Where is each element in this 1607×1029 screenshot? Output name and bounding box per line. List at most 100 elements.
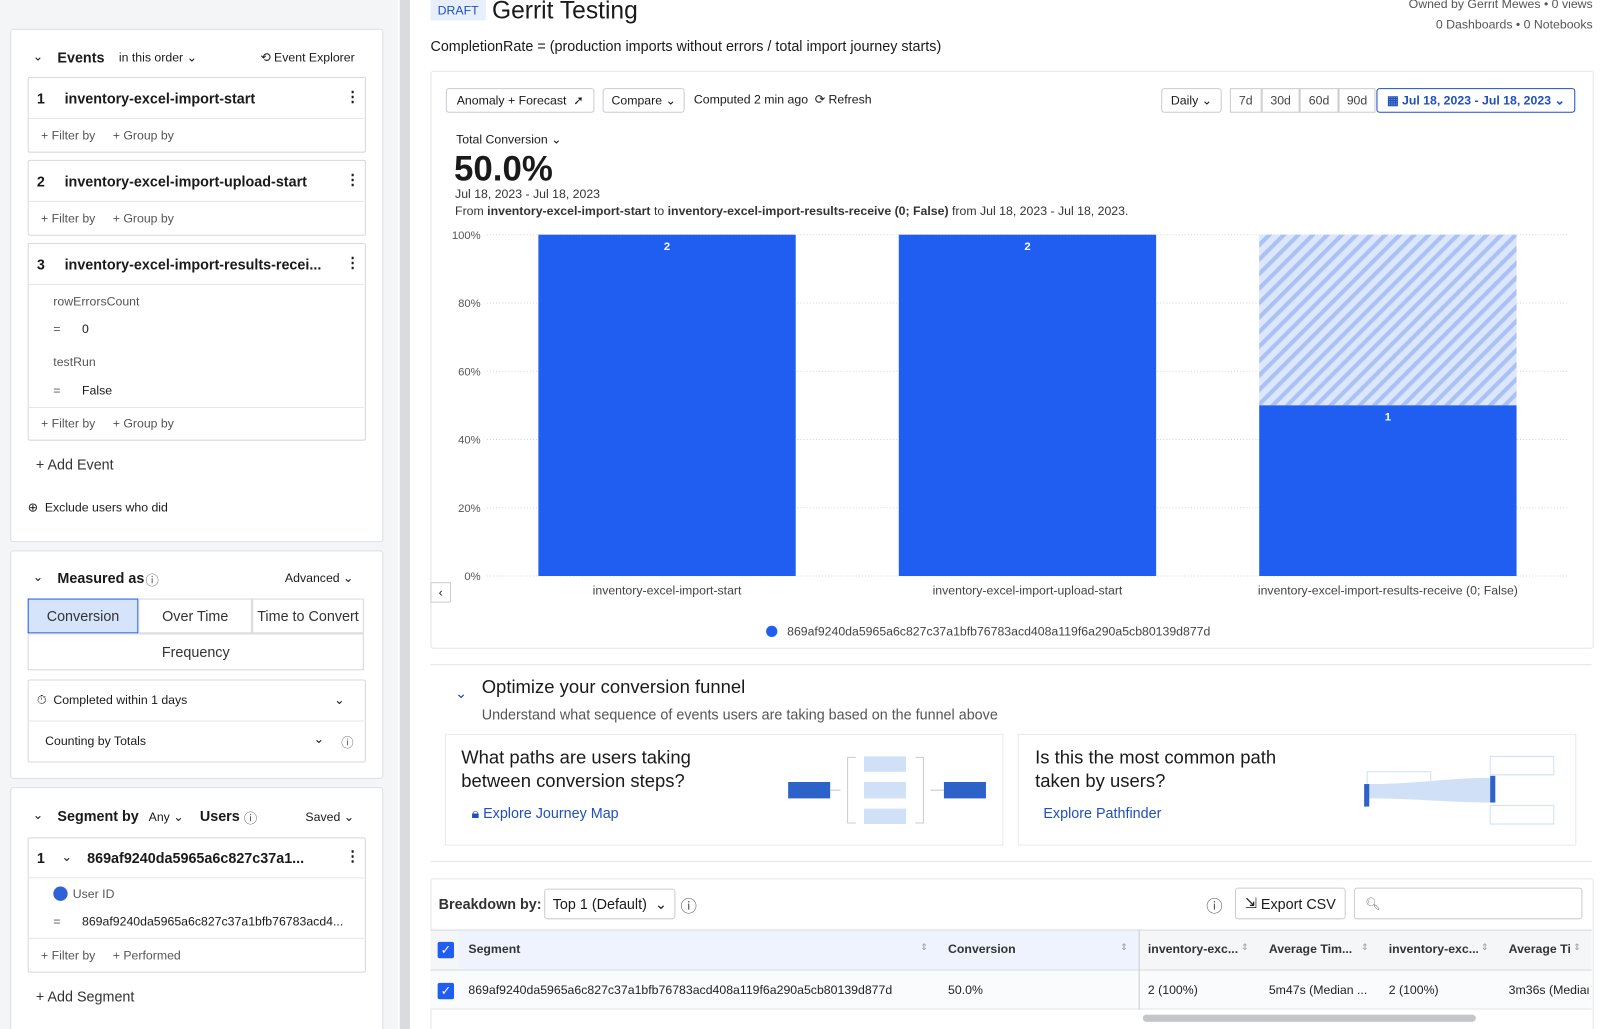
measure-tab[interactable]: Time to Convert bbox=[252, 598, 364, 634]
sort-icon[interactable]: ⇕ bbox=[1361, 941, 1369, 953]
chevron[interactable]: ⌄ bbox=[455, 684, 468, 702]
column-header[interactable]: inventory-exc... bbox=[1388, 941, 1478, 957]
group-by[interactable]: + Group by bbox=[112, 211, 174, 226]
table-head-selected bbox=[459, 930, 1139, 970]
counting[interactable]: Counting by Totals bbox=[45, 733, 147, 749]
anomaly-button[interactable]: Anomaly + Forecast ➚ bbox=[445, 88, 595, 113]
date-range: Jul 18, 2023 - Jul 18, 2023 bbox=[1401, 93, 1552, 108]
column-header[interactable]: Average Tim... bbox=[1268, 941, 1353, 957]
property-value[interactable]: 869af9240da5965a6c827c37a1bfb76783acd4..… bbox=[81, 914, 344, 929]
date-range-button[interactable]: ▦ Jul 18, 2023 - Jul 18, 2023 ⌄ bbox=[1376, 88, 1576, 113]
performed[interactable]: + Performed bbox=[112, 948, 181, 963]
insight-card[interactable] bbox=[445, 734, 1003, 845]
sort-icon[interactable]: ⇕ bbox=[920, 941, 929, 953]
compare-button[interactable]: Compare ⌄ bbox=[602, 88, 685, 113]
window[interactable]: ⏱ Completed within 1 days bbox=[36, 692, 188, 708]
range-button[interactable]: 7d bbox=[1229, 88, 1262, 113]
column-header[interactable]: Average Tim... bbox=[1508, 941, 1570, 957]
sort-icon[interactable]: ⇕ bbox=[1120, 941, 1128, 953]
breakdown-select[interactable]: Top 1 (Default) ⌄ bbox=[544, 888, 676, 920]
page-title[interactable]: Gerrit Testing bbox=[491, 0, 638, 25]
sort-icon[interactable]: ⇕ bbox=[1573, 941, 1581, 953]
info-icon[interactable]: ⓘ bbox=[243, 810, 258, 827]
column-header[interactable]: inventory-exc... bbox=[1147, 941, 1239, 957]
measure-tab[interactable]: Conversion bbox=[27, 598, 139, 634]
filter-by[interactable]: + Filter by bbox=[40, 416, 96, 431]
chevron[interactable]: ⌄ bbox=[313, 731, 324, 747]
card-link[interactable]: 🔒︎ Explore Journey Map bbox=[471, 804, 619, 821]
add-segment[interactable]: + Add Segment bbox=[35, 988, 135, 1005]
sort-icon[interactable]: ⇕ bbox=[1241, 941, 1249, 953]
menu[interactable]: ⋮ bbox=[345, 171, 360, 188]
filter-value[interactable]: 0 bbox=[81, 321, 89, 337]
card-link[interactable]: Explore Pathfinder bbox=[1043, 804, 1162, 821]
x-tick-label: inventory-excel-import-start bbox=[593, 583, 742, 597]
info-icon[interactable]: ⓘ bbox=[145, 572, 159, 589]
column-header[interactable]: Segment bbox=[468, 941, 521, 957]
chevron[interactable]: ⌄ bbox=[61, 849, 72, 864]
card-question: taken by users? bbox=[1035, 770, 1166, 792]
event-name[interactable]: inventory-excel-import-results-recei... bbox=[64, 256, 322, 273]
event-name[interactable]: inventory-excel-import-upload-start bbox=[64, 173, 307, 190]
group-by[interactable]: + Group by bbox=[112, 416, 174, 431]
event-name[interactable]: inventory-excel-import-start bbox=[64, 90, 256, 107]
filter-value[interactable]: False bbox=[81, 383, 113, 398]
refresh[interactable]: ⟳ Refresh bbox=[814, 92, 872, 107]
chevron[interactable]: ⌄ bbox=[32, 569, 44, 585]
export-button[interactable]: ⇲ Export CSV bbox=[1235, 887, 1346, 920]
scrollbar[interactable] bbox=[1142, 1014, 1476, 1022]
event-index: 1 bbox=[36, 90, 45, 107]
segment-name[interactable]: 869af9240da5965a6c827c37a1... bbox=[87, 849, 305, 867]
info-icon[interactable]: ⓘ bbox=[341, 735, 354, 751]
range-button[interactable]: 60d bbox=[1299, 88, 1339, 113]
group-by[interactable]: + Group by bbox=[112, 128, 174, 143]
event-index: 2 bbox=[36, 173, 45, 190]
chevron[interactable]: ⌄ bbox=[334, 692, 345, 708]
table-row bbox=[430, 970, 1592, 1010]
card-question: Is this the most common path bbox=[1035, 747, 1277, 768]
filter-by[interactable]: + Filter by bbox=[40, 128, 96, 143]
event-card bbox=[27, 159, 366, 236]
order-select[interactable]: in this order ⌄ bbox=[118, 50, 197, 65]
sort-icon[interactable]: ⇕ bbox=[1480, 941, 1489, 953]
vertical-rule bbox=[1138, 929, 1140, 1010]
search-box[interactable]: 🔍︎ bbox=[1353, 887, 1583, 920]
metric-select[interactable]: Total Conversion ⌄ bbox=[456, 132, 562, 147]
mode-select[interactable]: Advanced ⌄ bbox=[284, 570, 354, 586]
x-tick-label: inventory-excel-import-upload-start bbox=[933, 583, 1123, 597]
exclude-label: Exclude users who did bbox=[44, 500, 168, 515]
table-cell: 50.0% bbox=[948, 982, 983, 998]
checkbox[interactable]: ✓ bbox=[437, 982, 455, 1000]
from: From bbox=[455, 203, 484, 219]
any-select[interactable]: Any ⌄ bbox=[148, 809, 184, 825]
exclude[interactable]: ⊕ Exclude users who did bbox=[27, 500, 168, 515]
range-button[interactable]: 90d bbox=[1338, 88, 1376, 113]
chevron[interactable]: ⌄ bbox=[32, 807, 44, 822]
info-icon[interactable]: ⓘ bbox=[680, 898, 697, 917]
bar-count-label: 2 bbox=[664, 241, 670, 253]
splitter[interactable] bbox=[399, 0, 410, 1029]
interval-button[interactable]: Daily ⌄ bbox=[1161, 88, 1222, 113]
breakdown-label: Breakdown by: bbox=[438, 895, 542, 913]
y-tick-label: 60% bbox=[458, 366, 481, 378]
range-button[interactable]: 30d bbox=[1261, 88, 1300, 113]
menu[interactable]: ⋮ bbox=[345, 88, 360, 105]
checkbox[interactable]: ✓ bbox=[437, 941, 455, 959]
menu[interactable]: ⋮ bbox=[345, 254, 360, 271]
scroll-left[interactable]: ‹ bbox=[430, 582, 451, 603]
from-event: inventory-excel-import-start bbox=[487, 203, 651, 219]
info-icon[interactable]: ⓘ bbox=[1206, 898, 1223, 917]
headline-value: 50.0% bbox=[454, 149, 553, 189]
filter-by[interactable]: + Filter by bbox=[40, 211, 96, 226]
menu[interactable]: ⋮ bbox=[345, 847, 360, 864]
event-card bbox=[27, 76, 366, 153]
event-explorer[interactable]: ⟲ Event Explorer bbox=[260, 50, 355, 65]
saved-select[interactable]: Saved ⌄ bbox=[305, 809, 355, 825]
add-event[interactable]: + Add Event bbox=[35, 456, 114, 473]
chevron[interactable]: ⌄ bbox=[32, 49, 44, 64]
anomaly: Anomaly + Forecast bbox=[456, 93, 567, 108]
measure-tab[interactable]: Over Time bbox=[138, 598, 253, 634]
column-header[interactable]: Conversion bbox=[948, 941, 1016, 957]
measure-tab[interactable]: Frequency bbox=[27, 633, 364, 671]
filter-by[interactable]: + Filter by bbox=[40, 948, 96, 963]
